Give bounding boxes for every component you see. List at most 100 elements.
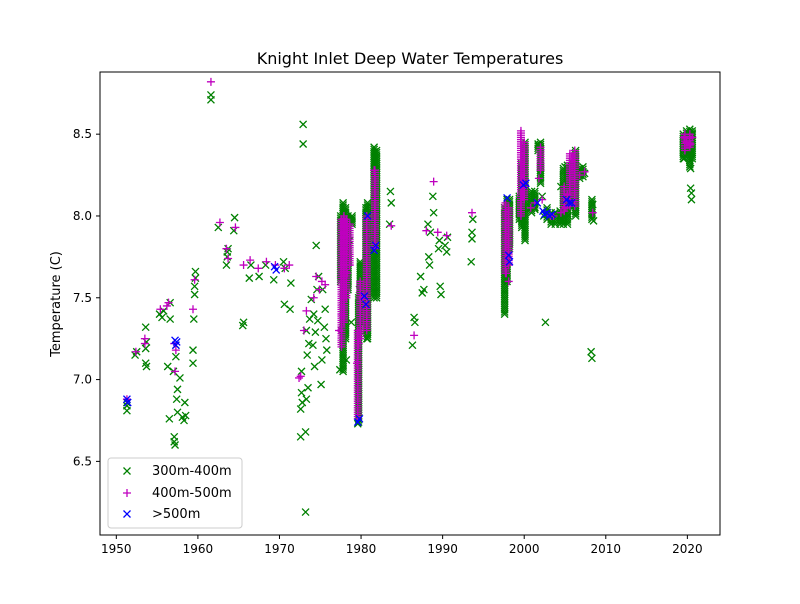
data-marker: [428, 192, 437, 201]
data-marker: [347, 318, 356, 327]
data-marker: [433, 228, 442, 237]
data-marker: [165, 414, 174, 423]
data-marker: [296, 372, 305, 381]
data-marker: [296, 405, 305, 413]
legend-marker-500-plus: [123, 510, 131, 518]
data-marker: [142, 362, 151, 371]
y-axis-ticks: 6.5 7.0 7.5 8.0 8.5: [73, 127, 100, 468]
data-marker: [189, 305, 197, 314]
data-marker: [141, 323, 150, 332]
data-marker: [587, 354, 596, 363]
x-tick-label: 1960: [183, 542, 214, 556]
data-marker: [191, 267, 200, 276]
data-marker: [239, 261, 248, 270]
data-marker: [295, 373, 304, 382]
data-marker: [565, 198, 574, 207]
y-tick-label: 7.5: [73, 291, 92, 305]
data-marker: [468, 228, 476, 237]
data-marker: [317, 355, 326, 364]
data-marker: [304, 383, 312, 392]
data-marker: [246, 256, 255, 265]
data-marker: [335, 365, 344, 374]
legend-entry-400-500: 400m-500m: [123, 486, 232, 501]
data-marker: [360, 292, 369, 301]
data-marker: [339, 301, 348, 310]
data-marker: [410, 318, 419, 327]
data-marker: [206, 77, 215, 86]
data-marker: [353, 419, 362, 428]
data-marker: [467, 257, 476, 266]
data-marker: [345, 261, 354, 270]
data-marker: [429, 208, 438, 217]
data-marker: [408, 341, 417, 350]
data-marker: [682, 138, 691, 147]
data-marker: [299, 140, 308, 148]
x-tick-label: 1980: [346, 542, 377, 556]
data-marker: [503, 194, 512, 202]
data-marker: [312, 241, 321, 250]
data-marker: [536, 179, 545, 188]
data-marker: [386, 187, 395, 196]
data-marker: [321, 305, 330, 314]
data-marker: [297, 367, 306, 376]
data-marker: [561, 203, 570, 212]
data-marker: [189, 346, 197, 355]
data-marker: [372, 291, 381, 300]
legend: 300m-400m 400m-500m >500m: [107, 457, 243, 529]
data-marker: [301, 508, 310, 517]
legend-entry-300-400: 300m-400m: [123, 464, 232, 479]
data-marker: [370, 246, 379, 255]
data-marker: [688, 133, 697, 142]
data-marker: [337, 310, 346, 319]
data-marker: [530, 205, 539, 214]
data-marker: [385, 220, 394, 229]
data-marker: [352, 359, 361, 368]
y-tick-label: 7.0: [73, 373, 92, 387]
data-marker: [343, 269, 352, 278]
data-marker: [181, 411, 190, 420]
data-marker: [363, 332, 372, 341]
data-marker: [588, 200, 597, 209]
data-marker: [141, 344, 150, 353]
legend-marker-400-500: [123, 489, 131, 497]
x-tick-label: 1990: [427, 542, 458, 556]
series-2: [122, 179, 576, 427]
data-marker: [159, 306, 168, 315]
data-marker: [410, 331, 419, 340]
data-marker: [302, 306, 311, 315]
data-marker: [680, 133, 689, 142]
data-marker: [175, 373, 184, 382]
legend-label-400-500: 400m-500m: [152, 486, 232, 501]
y-axis-label: Temperature (C): [49, 251, 64, 358]
data-marker: [245, 274, 254, 283]
data-marker: [434, 244, 443, 253]
data-marker: [231, 223, 240, 232]
data-marker: [171, 441, 180, 449]
data-marker: [156, 305, 165, 314]
data-marker: [189, 315, 198, 324]
data-marker: [436, 282, 445, 291]
data-marker: [311, 328, 320, 337]
data-marker: [680, 154, 689, 163]
data-marker: [166, 315, 175, 324]
data-marker: [190, 275, 199, 284]
plot-frame: [99, 71, 721, 536]
data-marker: [158, 313, 166, 322]
data-marker: [516, 211, 525, 220]
data-marker: [521, 234, 529, 243]
data-marker: [422, 226, 431, 235]
data-marker: [429, 177, 438, 186]
data-marker: [564, 212, 573, 220]
data-marker: [310, 362, 319, 371]
data-marker: [505, 257, 514, 266]
data-marker: [687, 195, 696, 204]
data-marker: [424, 252, 433, 261]
data-marker: [538, 195, 547, 204]
data-marker: [222, 261, 231, 270]
data-marker: [123, 398, 132, 407]
data-marker: [589, 216, 598, 225]
x-tick-label: 2000: [509, 542, 540, 556]
data-marker: [269, 275, 278, 284]
data-marker: [313, 316, 322, 325]
